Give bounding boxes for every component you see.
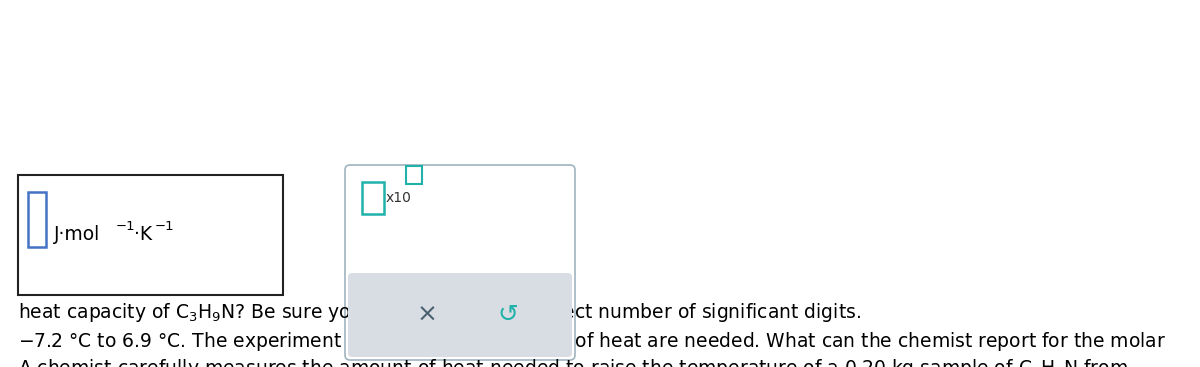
- Text: −1: −1: [155, 221, 175, 233]
- Text: ·K: ·K: [134, 225, 152, 244]
- Text: x10: x10: [386, 191, 412, 205]
- Text: J·mol: J·mol: [54, 225, 101, 244]
- Bar: [362, 182, 384, 214]
- Bar: [28, 192, 46, 247]
- FancyBboxPatch shape: [346, 165, 575, 360]
- FancyBboxPatch shape: [348, 273, 572, 357]
- Text: ↺: ↺: [498, 303, 518, 327]
- Text: heat capacity of $\mathregular{C_3H_9}$N? Be sure your answer has the correct nu: heat capacity of $\mathregular{C_3H_9}$N…: [18, 301, 862, 324]
- Bar: [406, 166, 422, 184]
- Text: −1: −1: [116, 221, 136, 233]
- Text: A chemist carefully measures the amount of heat needed to raise the temperature : A chemist carefully measures the amount …: [18, 357, 1128, 367]
- Text: ×: ×: [416, 303, 438, 327]
- Text: $-$7.2 °C to 6.9 °C. The experiment shows that 7.54 × 10$^3$ J of heat are neede: $-$7.2 °C to 6.9 °C. The experiment show…: [18, 329, 1166, 355]
- Bar: [18, 175, 283, 295]
